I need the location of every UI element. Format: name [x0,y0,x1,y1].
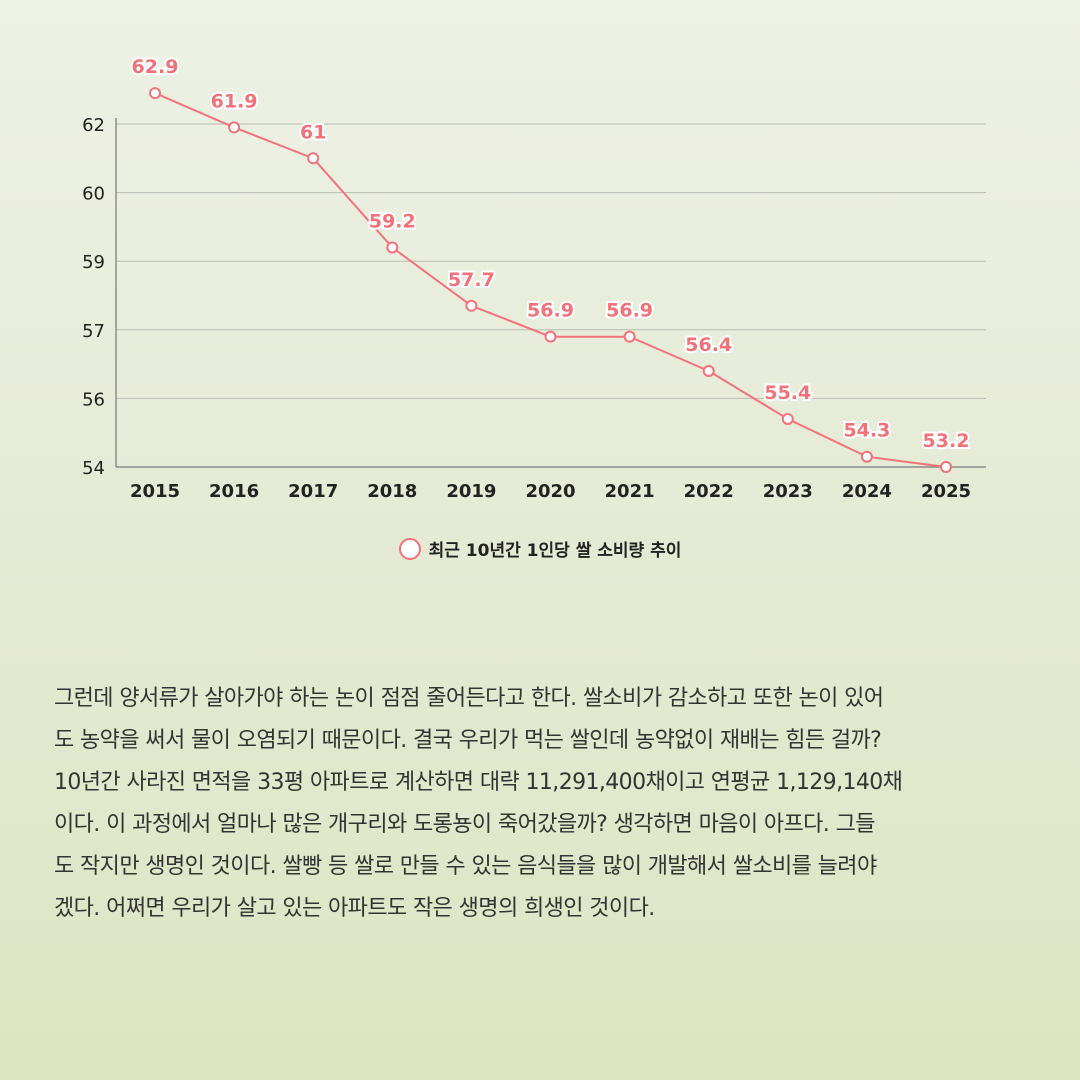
y-tick-label: 60 [82,184,105,205]
x-tick-label: 2021 [605,481,655,502]
body-line-2: 도 농약을 써서 물이 오염되기 때문이다. 결국 우리가 먹는 쌀인데 농약없… [54,728,882,753]
data-label: 55.4 [764,382,811,404]
data-label: 61.9 [211,90,258,112]
data-point [307,152,320,165]
body-line-3: 10년간 사라진 면적을 33평 아파트로 계산하면 대략 11,291,400… [54,770,903,795]
y-tick-label: 56 [82,389,105,410]
grid-lines [116,123,986,399]
data-label: 56.9 [606,300,653,322]
legend-label: 최근 10년간 1인당 쌀 소비량 추이 [428,541,682,561]
data-label: 56.9 [527,300,574,322]
data-point [386,241,399,254]
x-tick-label: 2019 [446,481,496,502]
data-label: 61 [300,121,326,143]
data-point [940,461,952,473]
data-point [860,450,873,463]
x-tick-label: 2017 [288,481,338,502]
body-line-5: 도 작지만 생명인 것이다. 쌀빵 등 쌀로 만들 수 있는 음식들을 많이 개… [54,854,877,879]
body-line-4: 이다. 이 과정에서 얼마나 많은 개구리와 도롱뇽이 죽어갔을까? 생각하면 … [54,812,875,837]
data-point [623,330,636,343]
x-tick-label: 2025 [921,481,971,502]
body-paragraph: 그런데 양서류가 살아가야 하는 논이 점점 줄어든다고 한다. 쌀소비가 감소… [54,678,1029,930]
y-tick-label: 54 [82,458,105,479]
x-axis-ticks: 2015 2016 2017 2018 2019 2020 2021 2022 2023 2024… [130,481,971,502]
x-tick-label: 2016 [209,481,259,502]
data-label: 56.4 [685,334,732,356]
data-point [465,299,478,312]
data-point [149,87,161,100]
x-tick-label: 2024 [842,481,892,502]
x-tick-label: 2020 [525,481,575,502]
y-tick-label: 57 [82,321,105,342]
data-label: 53.2 [923,430,970,452]
data-label: 59.2 [369,210,416,232]
x-tick-label: 2023 [763,481,813,502]
x-tick-label: 2018 [367,481,417,502]
y-axis-ticks: 62 60 59 57 56 54 [82,115,105,479]
data-label: 62.9 [132,56,179,78]
line-chart: 62 60 59 57 56 54 2015 2016 2017 2018 2019 2020 202… [82,54,986,502]
x-tick-label: 2022 [684,481,734,502]
y-tick-label: 59 [82,252,105,273]
data-point [228,121,241,134]
x-tick-label: 2015 [130,481,180,502]
data-points [149,87,952,473]
y-tick-label: 62 [82,115,105,136]
data-label: 57.7 [448,269,495,291]
data-label: 54.3 [843,420,890,442]
legend-marker-icon [398,537,421,560]
series-line [154,92,947,468]
data-point [544,330,557,343]
body-line-1: 그런데 양서류가 살아가야 하는 논이 점점 줄어든다고 한다. 쌀소비가 감소… [54,686,884,711]
body-line-6: 겠다. 어쩌면 우리가 살고 있는 아파트도 작은 생명의 희생인 것이다. [54,896,655,921]
chart-legend: 최근 10년간 1인당 쌀 소비량 추이 [0,536,1080,561]
data-point [702,364,715,377]
data-point [781,412,794,425]
data-labels: 62.9 61.9 61 59.2 57.7 56.9 56.9 56.4 55.4 54.3 53… [130,54,972,454]
